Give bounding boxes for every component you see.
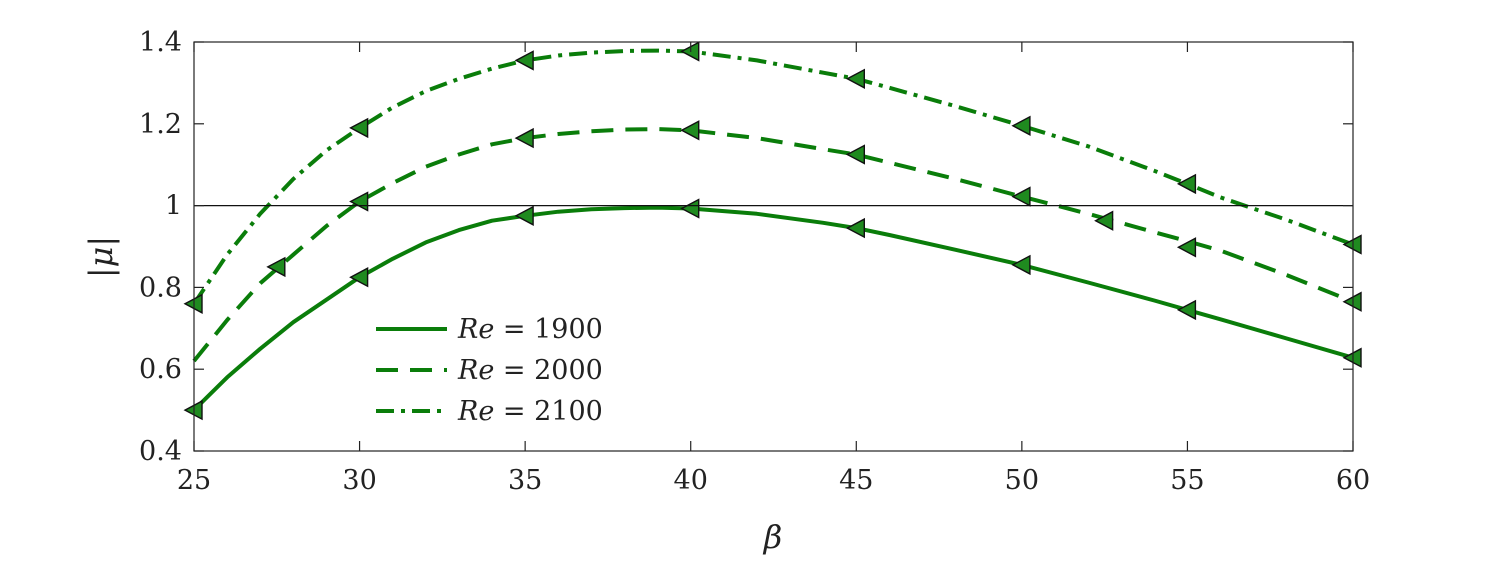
x-tick-label: 35: [508, 465, 542, 496]
marker-s3-2: [349, 117, 369, 139]
y-tick-label: 0.4: [139, 436, 182, 467]
marker-s1-7: [1176, 299, 1197, 321]
x-tick-label: 45: [839, 465, 873, 496]
legend-label-3: Re = 2100: [457, 396, 603, 427]
marker-s1-3: [514, 205, 534, 226]
marker-s1-5: [845, 217, 865, 239]
marker-s2-8: [1176, 237, 1197, 258]
marker-s3-3: [514, 50, 534, 71]
legend-label-value: = 2000: [494, 355, 603, 386]
marker-s2-6: [1011, 186, 1031, 207]
x-tick-label: 60: [1336, 465, 1370, 496]
marker-s3-5: [845, 68, 865, 89]
plot-background: [194, 42, 1353, 451]
legend-label-value: = 2100: [494, 396, 603, 427]
x-tick-label: 40: [674, 465, 708, 496]
legend-label-prefix: Re: [457, 396, 494, 427]
tick-label-layer: 25 30 35 40 45 50 55 60 0.4 0.6 0.8 1 1.2 1.4: [139, 27, 1370, 496]
marker-s2-5: [845, 144, 865, 165]
x-axis-title: β: [763, 518, 783, 556]
legend-label-1: Re = 1900: [457, 314, 603, 345]
legend-label-value: = 1900: [494, 314, 603, 345]
series-line-2: [192, 127, 1354, 363]
x-tick-label: 30: [342, 465, 376, 496]
y-tick-label: 0.6: [139, 354, 182, 385]
marker-s1-2: [349, 267, 369, 288]
axes-box: [193, 41, 1354, 452]
marker-s2-4: [680, 120, 700, 141]
x-tick-label: 55: [1170, 465, 1204, 496]
plot-area: [194, 42, 1353, 451]
y-axis-title: |μ|: [82, 236, 120, 278]
marker-s1-6: [1011, 254, 1031, 276]
series-line-3: [192, 48, 1354, 305]
y-tick-label: 1: [165, 191, 182, 222]
series-layer: [192, 48, 1354, 412]
y-tick-label: 0.8: [139, 272, 182, 303]
legend-label-2: Re = 2000: [457, 355, 603, 386]
marker-s1-4: [680, 198, 700, 219]
y-tick-label: 1.2: [139, 109, 182, 140]
y-tick-label: 1.4: [139, 27, 182, 58]
marker-s3-6: [1011, 115, 1031, 136]
x-tick-label: 50: [1005, 465, 1039, 496]
legend-label-prefix: Re: [457, 314, 494, 345]
marker-s2-7: [1094, 210, 1114, 231]
marker-s2-1: [266, 256, 286, 278]
series-line-1: [192, 205, 1354, 412]
x-tick-label: 25: [177, 465, 211, 496]
marker-s2-3: [514, 127, 534, 149]
legend-label-prefix: Re: [457, 355, 494, 386]
axes-layer: [193, 41, 1354, 452]
marker-s3-7: [1176, 173, 1197, 195]
